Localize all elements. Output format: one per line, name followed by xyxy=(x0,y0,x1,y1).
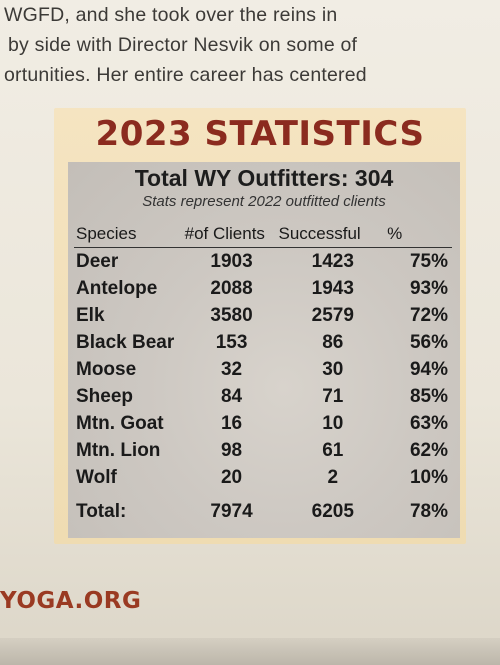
article-text: WGFD, and she took over the reins in by … xyxy=(4,0,500,90)
successful-cell: 61 xyxy=(322,439,344,461)
percent-cell: 93% xyxy=(409,277,448,299)
successful-cell: 71 xyxy=(322,385,344,407)
article-line: ortunities. Her entire career has center… xyxy=(4,64,367,86)
column-header-percent: % xyxy=(387,218,452,248)
column-header-clients: #of Clients xyxy=(184,218,279,248)
sidebar-headline: 2023 STATISTICS xyxy=(95,114,425,154)
page-bottom-edge xyxy=(0,638,500,665)
species-cell: Mtn. Goat xyxy=(76,412,164,434)
statistics-table: Species #of Clients Successful % Deer 19… xyxy=(74,218,452,533)
species-cell: Antelope xyxy=(76,277,158,299)
species-cell: Wolf xyxy=(76,466,117,488)
percent-cell: 56% xyxy=(409,331,448,353)
table-row: Black Bear 153 86 56% xyxy=(74,329,452,356)
statistics-panel: Total WY Outfitters: 304 Stats represent… xyxy=(68,162,460,538)
table-row: Mtn. Goat 16 10 63% xyxy=(74,410,452,437)
clients-cell: 32 xyxy=(220,358,243,380)
table-row: Elk 3580 2579 72% xyxy=(74,302,452,329)
species-cell: Elk xyxy=(76,304,105,326)
clients-cell: 20 xyxy=(220,466,243,488)
clients-cell: 3580 xyxy=(210,304,253,326)
successful-cell: 2 xyxy=(327,466,339,488)
clients-cell: 153 xyxy=(215,331,248,353)
table-row: Sheep 84 71 85% xyxy=(74,383,452,410)
clients-cell: 2088 xyxy=(210,277,253,299)
outfitters-total-title: Total WY Outfitters: 304 xyxy=(134,165,394,191)
percent-cell: 94% xyxy=(409,358,448,380)
article-line: by side with Director Nesvik on some of xyxy=(8,34,358,56)
total-successful: 6205 xyxy=(311,501,354,522)
percent-cell: 72% xyxy=(409,304,448,326)
percent-cell: 63% xyxy=(409,412,448,434)
species-cell: Moose xyxy=(76,358,137,380)
clients-cell: 98 xyxy=(220,439,243,461)
clients-cell: 16 xyxy=(220,412,243,434)
column-header-species: Species xyxy=(74,218,185,248)
percent-cell: 85% xyxy=(409,385,448,407)
table-total-row: Total: 7974 6205 78% xyxy=(74,491,452,533)
table-header-row: Species #of Clients Successful % xyxy=(74,218,452,248)
table-row: Deer 1903 1423 75% xyxy=(74,248,452,276)
species-cell: Sheep xyxy=(76,385,134,407)
total-percent: 78% xyxy=(409,501,448,522)
column-header-successful: Successful xyxy=(278,218,388,248)
total-clients: 7974 xyxy=(210,501,253,522)
successful-cell: 10 xyxy=(322,412,344,434)
stats-note: Stats represent 2022 outfitted clients xyxy=(142,193,386,210)
successful-cell: 1943 xyxy=(311,277,354,299)
species-cell: Deer xyxy=(76,250,119,272)
percent-cell: 62% xyxy=(409,439,448,461)
successful-cell: 2579 xyxy=(311,304,354,326)
species-cell: Black Bear xyxy=(76,331,175,353)
clients-cell: 84 xyxy=(220,385,243,407)
percent-cell: 75% xyxy=(409,250,448,272)
successful-cell: 1423 xyxy=(311,250,354,272)
statistics-sidebar: 2023 STATISTICS Total WY Outfitters: 304… xyxy=(54,108,466,544)
footer-website-url: YOGA.ORG xyxy=(0,588,142,614)
species-cell: Mtn. Lion xyxy=(76,439,161,461)
article-line: WGFD, and she took over the reins in xyxy=(4,4,338,26)
table-row: Moose 32 30 94% xyxy=(74,356,452,383)
successful-cell: 30 xyxy=(322,358,344,380)
table-row: Mtn. Lion 98 61 62% xyxy=(74,437,452,464)
table-row: Antelope 2088 1943 93% xyxy=(74,275,452,302)
percent-cell: 10% xyxy=(409,466,448,488)
table-row: Wolf 20 2 10% xyxy=(74,464,452,491)
successful-cell: 86 xyxy=(322,331,344,353)
clients-cell: 1903 xyxy=(210,250,253,272)
total-label: Total: xyxy=(76,501,127,522)
